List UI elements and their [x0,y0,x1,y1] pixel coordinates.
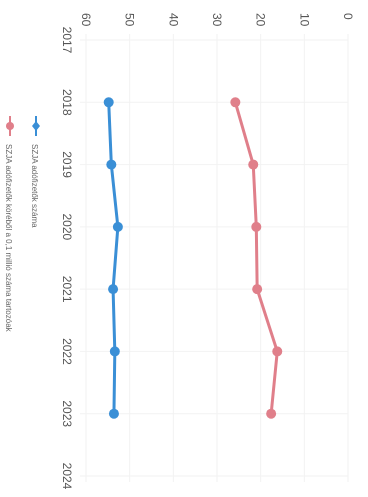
year-tick-label-1: 2018 [60,89,74,116]
data-point-1-3 [252,284,263,295]
grid-lines [80,34,349,482]
year-tick-label-0: 2017 [60,27,74,54]
year-tick-label-3: 2020 [60,214,74,241]
legend-item-0: SZJA adófizetők száma [30,116,40,228]
data-point-0-1 [106,159,117,170]
legend-item-1: SZJA adófizetők köréből a 0,1 millió szá… [4,116,14,333]
data-point-0-5 [108,408,119,419]
value-tick-label-0: 0 [341,13,355,20]
year-tick-label-4: 2021 [60,276,74,303]
series-layer [103,97,283,419]
data-point-0-0 [103,97,114,108]
axis-ticks: 0 10 20 30 40 50 60 2017 2018 2019 2020 2021 2022 202… [60,13,355,490]
value-tick-label-1: 10 [297,13,311,27]
data-point-1-0 [230,97,241,108]
data-point-0-3 [108,284,119,295]
data-point-1-5 [266,408,277,419]
value-tick-label-4: 40 [166,13,180,27]
value-tick-label-2: 20 [254,13,268,27]
value-tick-label-5: 50 [123,13,137,27]
data-point-1-2 [251,221,262,232]
legend: SZJA adófizetők száma SZJA adófizetők kö… [4,116,40,333]
data-point-0-4 [109,346,120,357]
year-tick-label-2: 2019 [60,151,74,178]
year-tick-label-5: 2022 [60,338,74,365]
legend-marker-0 [32,121,40,131]
value-tick-label-6: 60 [79,13,93,27]
data-point-1-1 [248,159,259,170]
data-point-1-4 [272,346,283,357]
legend-marker-1 [6,122,14,130]
data-point-0-2 [112,221,123,232]
series-line-1 [233,101,279,414]
series-line-0 [107,102,120,414]
year-tick-label-6: 2023 [60,400,74,427]
value-tick-label-3: 30 [210,13,224,27]
legend-label-0: SZJA adófizetők száma [30,144,39,228]
legend-label-1: SZJA adófizetők köréből a 0,1 millió szá… [4,144,13,333]
year-tick-label-7: 2024 [60,463,74,490]
